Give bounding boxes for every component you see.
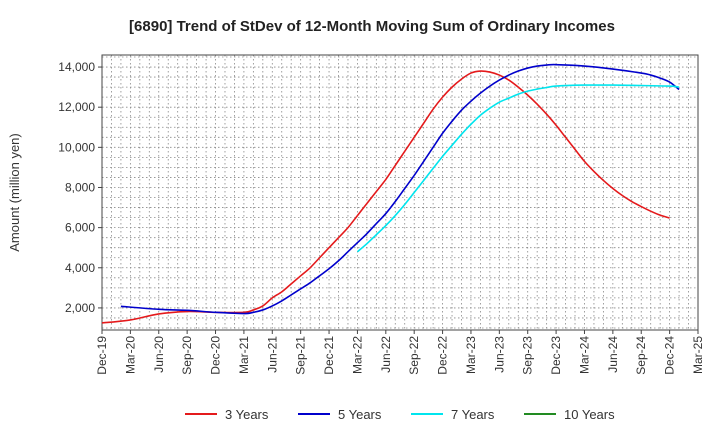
x-tick-label: Sep-23 <box>521 336 535 375</box>
legend-label-3-years: 3 Years <box>225 407 269 422</box>
x-tick-label: Jun-21 <box>265 336 279 373</box>
y-axis: 2,000 4,000 6,000 8,000 10,000 12,000 14,000 <box>58 60 102 315</box>
x-tick-label: Mar-22 <box>350 336 364 374</box>
x-tick-label: Dec-19 <box>95 336 109 375</box>
legend: 3 Years 5 Years 7 Years 10 Years <box>185 407 615 422</box>
x-tick-label: Dec-21 <box>322 336 336 375</box>
legend-label-5-years: 5 Years <box>338 407 382 422</box>
x-tick-label: Mar-20 <box>123 336 137 374</box>
series-line-3-years <box>101 70 670 324</box>
x-tick-label: Mar-21 <box>237 336 251 374</box>
x-tick-label: Jun-20 <box>152 336 166 373</box>
x-tick-label: Jun-24 <box>606 336 620 373</box>
legend-label-7-years: 7 Years <box>451 407 495 422</box>
x-tick-label: Mar-23 <box>464 336 478 374</box>
y-tick-label: 4,000 <box>65 261 95 275</box>
x-tick-label: Jun-23 <box>492 336 506 373</box>
y-tick-label: 2,000 <box>65 301 95 315</box>
series-line-5-years <box>120 63 680 315</box>
series-line-7-years <box>356 84 680 253</box>
y-tick-label: 10,000 <box>58 140 95 154</box>
x-tick-label: Sep-24 <box>634 336 648 375</box>
x-tick-label: Sep-20 <box>180 336 194 375</box>
x-axis: Dec-19 Mar-20 Jun-20 Sep-20 Dec-20 Mar-21 Jun-… <box>95 330 705 375</box>
x-tick-label: Mar-25 <box>691 336 705 374</box>
y-tick-label: 14,000 <box>58 60 95 74</box>
x-tick-label: Jun-22 <box>379 336 393 373</box>
y-tick-label: 12,000 <box>58 100 95 114</box>
y-axis-label: Amount (million yen) <box>7 133 22 252</box>
x-tick-label: Dec-22 <box>436 336 450 375</box>
y-tick-label: 6,000 <box>65 221 95 235</box>
series-lines <box>101 63 680 324</box>
x-tick-label: Dec-24 <box>663 336 677 375</box>
x-tick-label: Dec-23 <box>549 336 563 375</box>
legend-label-10-years: 10 Years <box>564 407 615 422</box>
plot-area <box>101 54 699 331</box>
x-tick-label: Dec-20 <box>209 336 223 375</box>
chart-title: [6890] Trend of StDev of 12-Month Moving… <box>129 18 615 35</box>
x-tick-label: Sep-21 <box>294 336 308 375</box>
x-tick-label: Sep-22 <box>407 336 421 375</box>
x-tick-label: Mar-24 <box>577 336 591 374</box>
y-tick-label: 8,000 <box>65 180 95 194</box>
grid <box>102 55 698 330</box>
